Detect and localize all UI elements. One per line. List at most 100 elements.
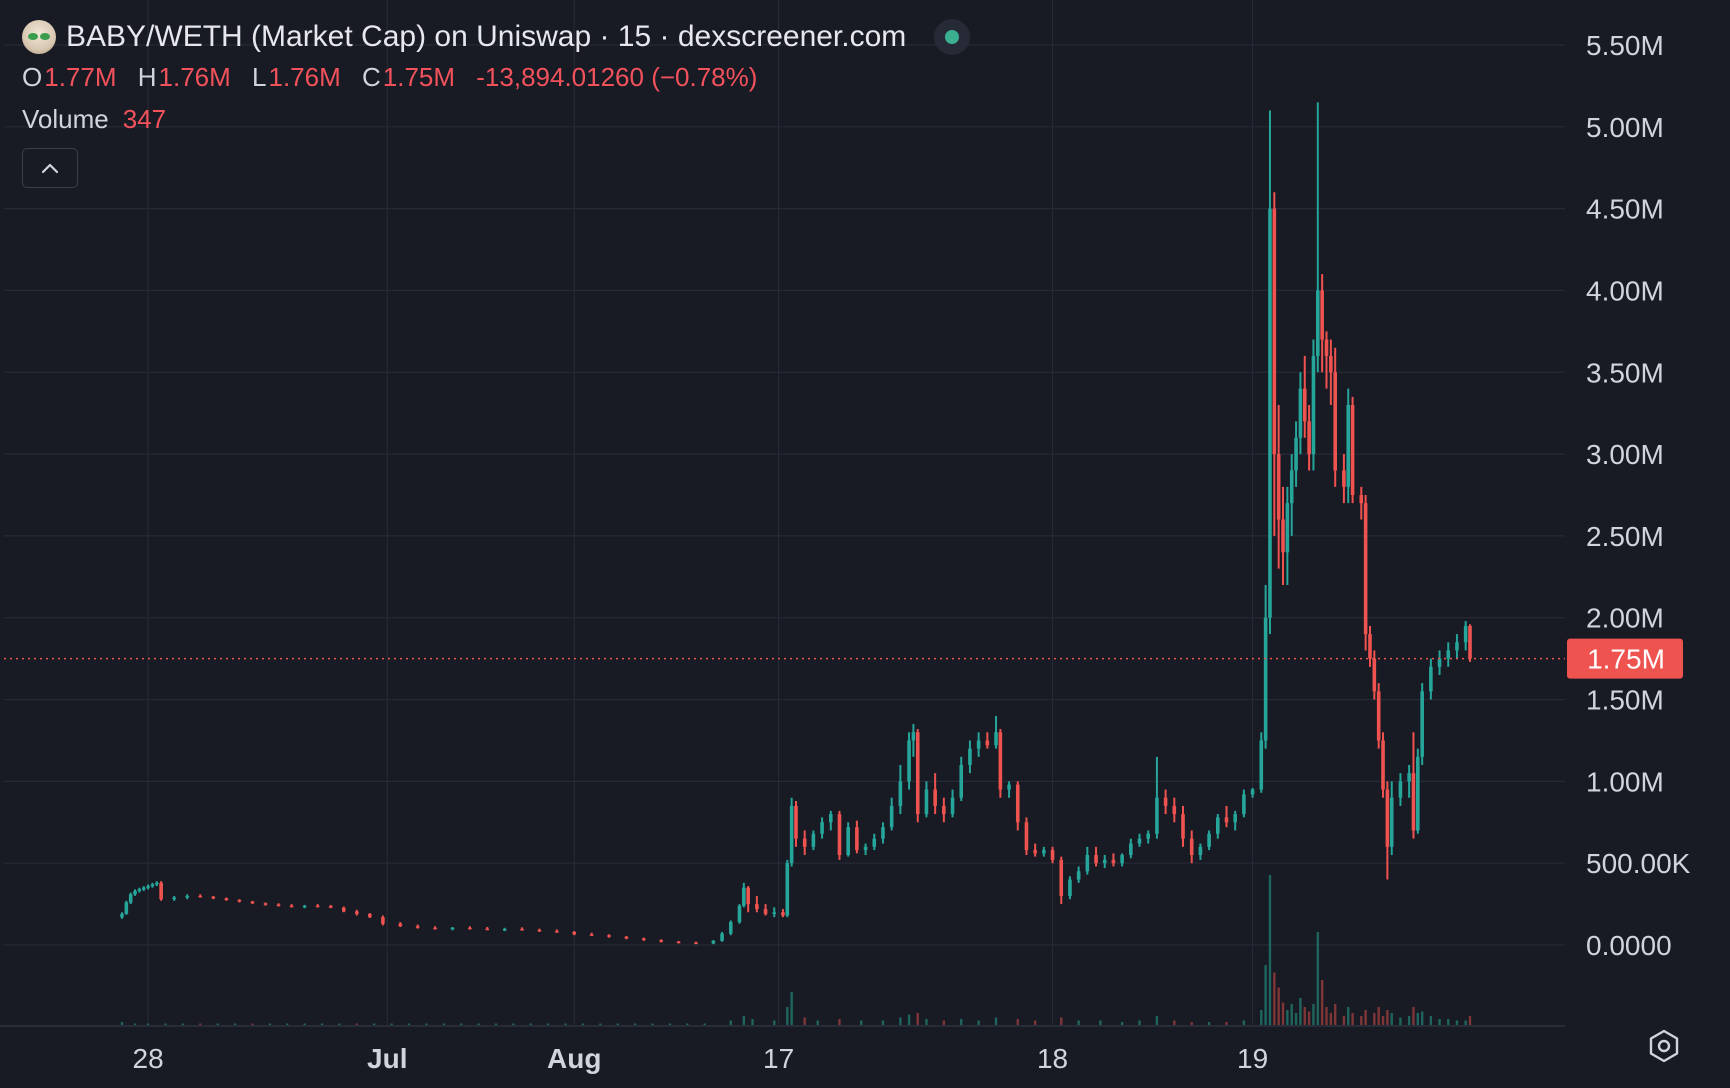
volume-bar	[1334, 1004, 1337, 1025]
candle-body	[1346, 405, 1351, 487]
volume-bar	[1390, 1013, 1393, 1025]
ohlc-row: O1.77M H1.76M L1.76M C1.75M -13,894.0126…	[22, 62, 970, 96]
volume-bar	[477, 1023, 480, 1025]
candle-body	[1033, 850, 1037, 854]
price-tick-label: 2.00M	[1586, 603, 1664, 634]
candle-body	[1368, 634, 1372, 659]
candle-body	[1146, 833, 1151, 839]
volume-bar	[668, 1023, 672, 1025]
candle-body	[328, 906, 333, 908]
volume-bar	[338, 1023, 341, 1025]
candle-body	[907, 740, 911, 782]
candle-body	[1189, 838, 1194, 855]
high-value: 1.76M	[158, 62, 231, 92]
candle-body	[624, 936, 629, 939]
candle-body	[846, 827, 850, 855]
candle-body	[1015, 784, 1020, 823]
volume-bar	[1294, 1013, 1298, 1025]
time-tick-label: 19	[1237, 1043, 1268, 1074]
time-axis[interactable]: 28 Jul Aug 17 18 19	[133, 1043, 1269, 1074]
candle-body	[1420, 691, 1424, 757]
candle-body	[746, 887, 750, 905]
candle-body	[159, 882, 163, 900]
volume-bar	[459, 1023, 463, 1025]
candle-body	[315, 905, 320, 908]
candle-body	[1363, 503, 1368, 635]
candle-body	[302, 905, 307, 908]
volume-bar	[1281, 1002, 1285, 1025]
candle-body	[1276, 454, 1281, 520]
volume-bar	[1360, 1016, 1363, 1025]
candle-body	[1285, 503, 1290, 553]
chart-settings-gear-icon[interactable]	[1646, 1028, 1682, 1064]
candle-body	[1111, 859, 1116, 864]
volume-bar	[1077, 1020, 1080, 1025]
candle-body	[1085, 855, 1090, 872]
candle-body	[763, 909, 768, 914]
volume-bar	[1312, 1004, 1315, 1025]
candle-body	[950, 797, 955, 815]
candle-body	[1329, 355, 1333, 373]
volume-bar	[407, 1023, 411, 1025]
open-value: 1.77M	[44, 62, 117, 92]
candle-body	[1289, 470, 1294, 504]
volume-bar	[1155, 1016, 1159, 1025]
candle-body	[781, 912, 785, 916]
low-value: 1.76M	[268, 62, 341, 92]
candle-body	[572, 931, 577, 935]
volume-bar	[1225, 1022, 1228, 1025]
candle-body	[537, 929, 542, 932]
candle-body	[1163, 797, 1168, 806]
candle-body	[589, 934, 594, 936]
collapse-legend-button[interactable]	[22, 148, 78, 188]
volume-bar	[1307, 1011, 1311, 1025]
candle-body	[1059, 859, 1064, 896]
candle-body	[150, 884, 155, 887]
candle-body	[250, 901, 255, 904]
volume-bar	[1347, 1007, 1350, 1025]
volume-bar	[303, 1023, 306, 1025]
volume-bar	[838, 1019, 841, 1025]
volume-bar	[1325, 1007, 1328, 1025]
live-status-dot-icon[interactable]	[934, 19, 971, 55]
candle-body	[1446, 650, 1451, 659]
candle-body	[485, 928, 490, 931]
change-value: -13,894.01260 (−0.78%)	[476, 62, 758, 92]
volume-bar	[1190, 1022, 1193, 1025]
candle-body	[676, 941, 681, 944]
volume-bar	[1173, 1020, 1176, 1025]
volume-bar	[355, 1023, 359, 1025]
candle-body	[1307, 421, 1311, 455]
volume-bar	[146, 1023, 150, 1025]
candle-body	[642, 938, 646, 941]
volume-bar	[1099, 1020, 1102, 1025]
volume-bar	[1438, 1019, 1441, 1025]
price-tick-label: 1.00M	[1586, 766, 1664, 797]
candle-body	[1181, 814, 1185, 839]
volume-bar	[925, 1019, 928, 1025]
candle-body	[1324, 339, 1329, 356]
volume-bar	[751, 1019, 754, 1025]
candle-body	[889, 805, 894, 828]
price-axis[interactable]: 0.0000 500.00K 1.00M 1.50M 2.00M 2.50M 3.00M 3.…	[1586, 30, 1691, 961]
volume-bar	[216, 1023, 219, 1025]
candle-body	[1333, 372, 1337, 471]
last-price-badge	[1567, 638, 1683, 679]
candle-body	[124, 902, 129, 914]
volume-bar	[1260, 1010, 1263, 1025]
volume-bar	[320, 1023, 324, 1025]
volume-bar	[199, 1023, 202, 1025]
candle-body	[555, 931, 559, 933]
candle-body	[1102, 859, 1107, 864]
candle-body	[1372, 658, 1377, 692]
volume-bar	[1060, 1017, 1063, 1025]
volume-bar	[1399, 1017, 1402, 1025]
candle-body	[415, 926, 420, 928]
candle-body	[728, 922, 733, 934]
candle-body	[1198, 846, 1203, 855]
candle-body	[1398, 781, 1403, 798]
candle-body	[872, 838, 877, 847]
volume-bar	[1303, 1007, 1306, 1025]
candle-body	[802, 838, 807, 847]
